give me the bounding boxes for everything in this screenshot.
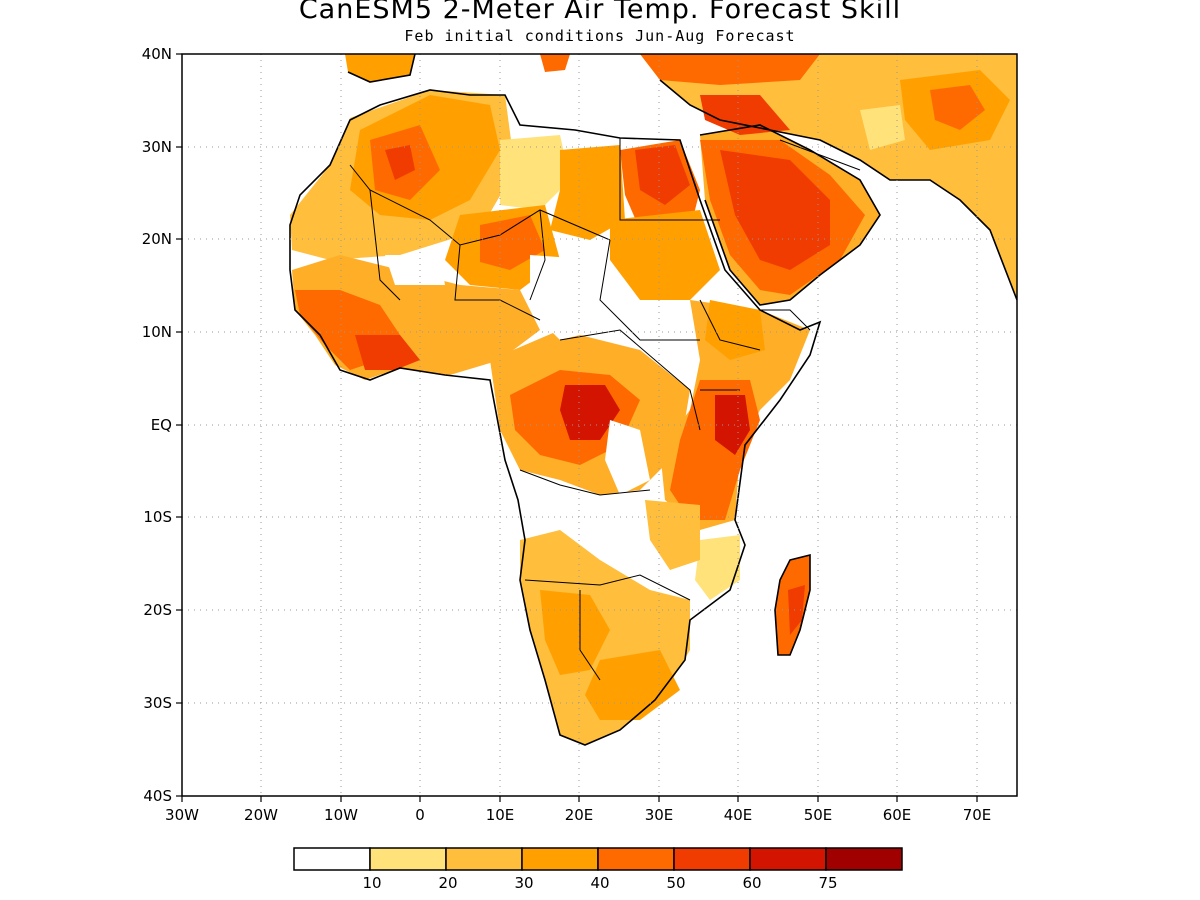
legend-swatch xyxy=(445,847,523,871)
color-legend: 10 20 30 40 50 60 75 xyxy=(293,847,903,892)
legend-label: 60 xyxy=(742,874,761,892)
country-borders xyxy=(349,138,861,681)
axis-ticks xyxy=(176,53,978,802)
coastlines xyxy=(289,54,1017,746)
skill-shading xyxy=(290,54,1017,745)
lon-label: 10W xyxy=(324,806,358,824)
lon-label: 60E xyxy=(883,806,912,824)
lat-label: 30S xyxy=(143,694,172,712)
lat-label: 40S xyxy=(143,787,172,805)
lon-label: 20W xyxy=(244,806,278,824)
legend-swatch xyxy=(673,847,751,871)
lon-label: 30W xyxy=(165,806,199,824)
lat-label: 30N xyxy=(142,138,172,156)
legend-label: 20 xyxy=(438,874,457,892)
legend-swatch xyxy=(597,847,675,871)
lon-label: 30E xyxy=(645,806,674,824)
legend-swatch xyxy=(369,847,447,871)
lon-label: 0 xyxy=(415,806,425,824)
lat-label: 10S xyxy=(143,508,172,526)
lon-label: 10E xyxy=(486,806,515,824)
gridlines xyxy=(182,54,1017,796)
lat-label: 20N xyxy=(142,230,172,248)
lat-label: 40N xyxy=(142,45,172,63)
lat-labels: 40N 30N 20N 10N EQ 10S 20S 30S 40S xyxy=(142,45,172,805)
lon-label: 50E xyxy=(804,806,833,824)
legend-swatch xyxy=(293,847,371,871)
legend-label: 50 xyxy=(666,874,685,892)
lon-label: 20E xyxy=(565,806,594,824)
legend-label: 10 xyxy=(362,874,381,892)
legend-swatch xyxy=(521,847,599,871)
lat-label: 20S xyxy=(143,601,172,619)
map-subtitle: Feb initial conditions Jun-Aug Forecast xyxy=(404,27,796,45)
lat-label: EQ xyxy=(151,416,172,434)
legend-labels: 10 20 30 40 50 60 75 xyxy=(362,874,837,892)
legend-label: 75 xyxy=(818,874,837,892)
lon-label: 40E xyxy=(724,806,753,824)
lat-label: 10N xyxy=(142,323,172,341)
legend-swatch xyxy=(749,847,827,871)
lon-labels: 30W 20W 10W 0 10E 20E 30E 40E 50E 60E 70… xyxy=(165,806,991,824)
legend-label: 30 xyxy=(514,874,533,892)
legend-label: 40 xyxy=(590,874,609,892)
map-title: CanESM5 2-Meter Air Temp. Forecast Skill xyxy=(298,0,902,25)
legend-swatch xyxy=(825,847,903,871)
lon-label: 70E xyxy=(963,806,992,824)
